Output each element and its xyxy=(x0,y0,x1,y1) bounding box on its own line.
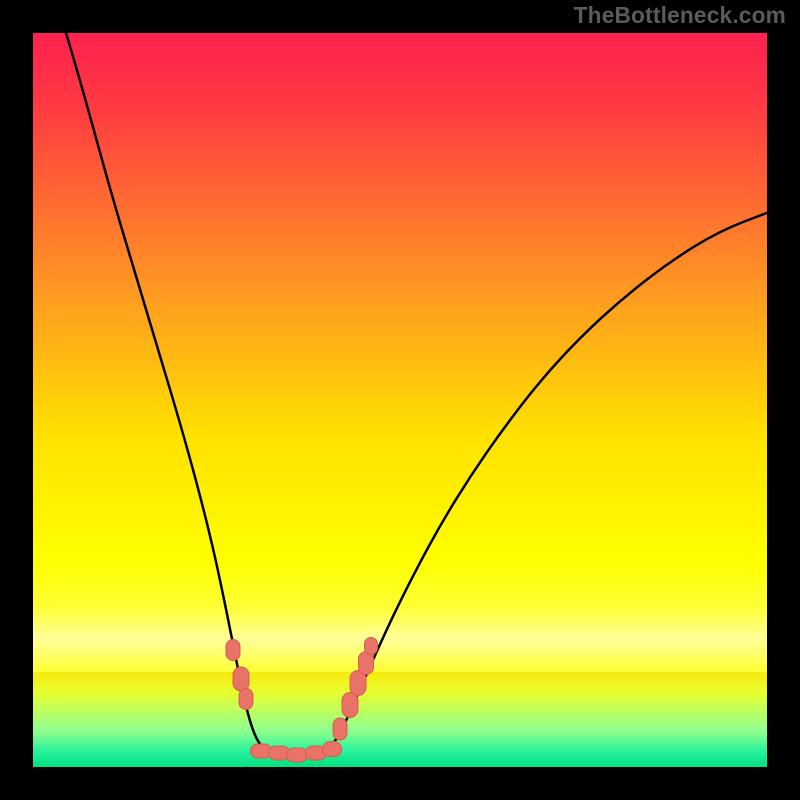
figure-frame: TheBottleneck.com xyxy=(0,0,800,800)
markers-layer xyxy=(33,33,767,767)
marker-right-0 xyxy=(332,717,347,740)
marker-right-4 xyxy=(364,637,378,655)
marker-left-0 xyxy=(226,639,241,661)
marker-left-2 xyxy=(238,688,253,710)
plot-area xyxy=(33,33,767,767)
marker-floor-4 xyxy=(322,741,342,757)
watermark-text: TheBottleneck.com xyxy=(574,2,786,29)
